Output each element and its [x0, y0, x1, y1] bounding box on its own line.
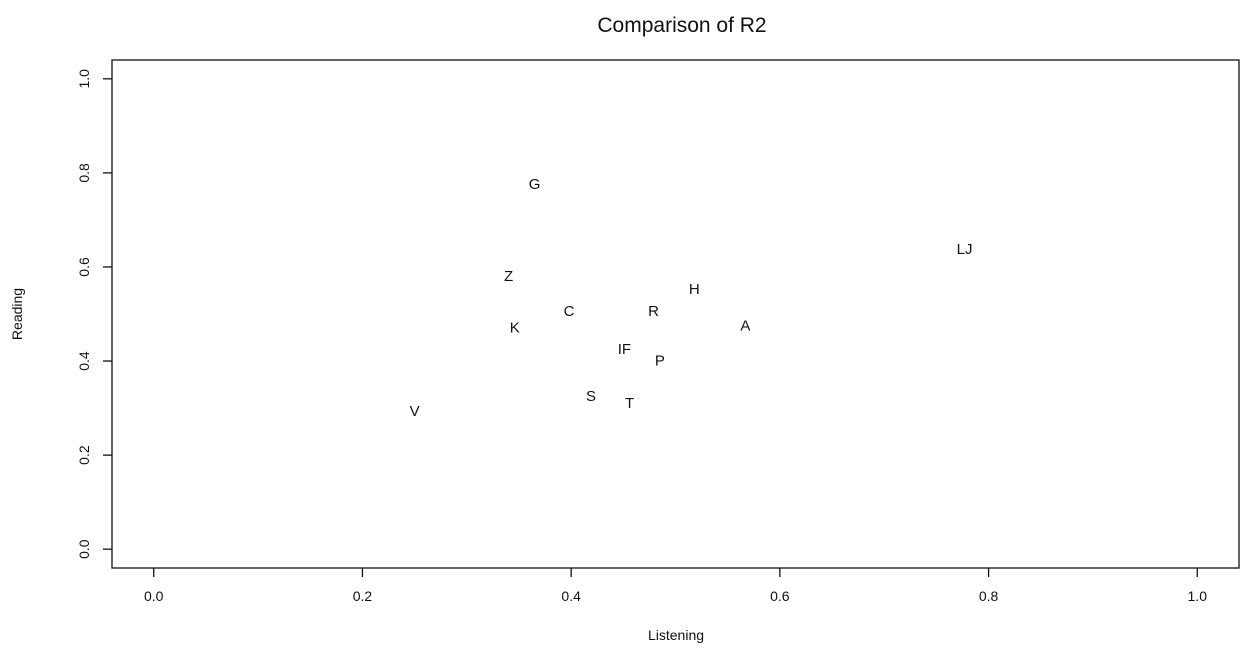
point-g: G — [529, 176, 541, 193]
point-s: S — [586, 388, 596, 405]
point-v: V — [410, 403, 420, 420]
point-lj: LJ — [957, 241, 973, 258]
y-tick-label: 0.0 — [76, 539, 92, 559]
x-tick-label: 0.6 — [770, 588, 790, 604]
y-tick-label: 0.6 — [76, 257, 92, 277]
point-a: A — [740, 318, 750, 335]
y-axis-label: Reading — [9, 288, 25, 340]
x-tick-label: 1.0 — [1188, 588, 1208, 604]
y-tick-label: 0.8 — [76, 163, 92, 183]
point-t: T — [625, 395, 634, 412]
point-r: R — [648, 303, 659, 320]
point-h: H — [689, 281, 700, 298]
chart-title: Comparison of R2 — [597, 14, 766, 37]
x-axis: 0.0 0.2 0.4 0.6 0.8 1.0 — [144, 568, 1207, 604]
x-tick-label: 0.0 — [144, 588, 164, 604]
y-tick-label: 0.2 — [76, 445, 92, 465]
plot-frame — [111, 59, 1240, 569]
point-c: C — [564, 303, 575, 320]
x-tick-label: 0.8 — [979, 588, 999, 604]
point-p: P — [655, 353, 665, 370]
x-tick-label: 0.4 — [561, 588, 581, 604]
x-axis-label: Listening — [648, 627, 704, 643]
point-if: IF — [618, 341, 631, 358]
x-tick-label: 0.2 — [353, 588, 373, 604]
point-k: K — [510, 320, 520, 337]
point-labels: G LJ Z H C R K A IF P S T V — [410, 176, 973, 420]
point-z: Z — [504, 268, 513, 285]
y-axis: 0.0 0.2 0.4 0.6 0.8 1.0 — [76, 69, 112, 559]
y-tick-label: 1.0 — [76, 69, 92, 89]
y-tick-label: 0.4 — [76, 351, 92, 371]
